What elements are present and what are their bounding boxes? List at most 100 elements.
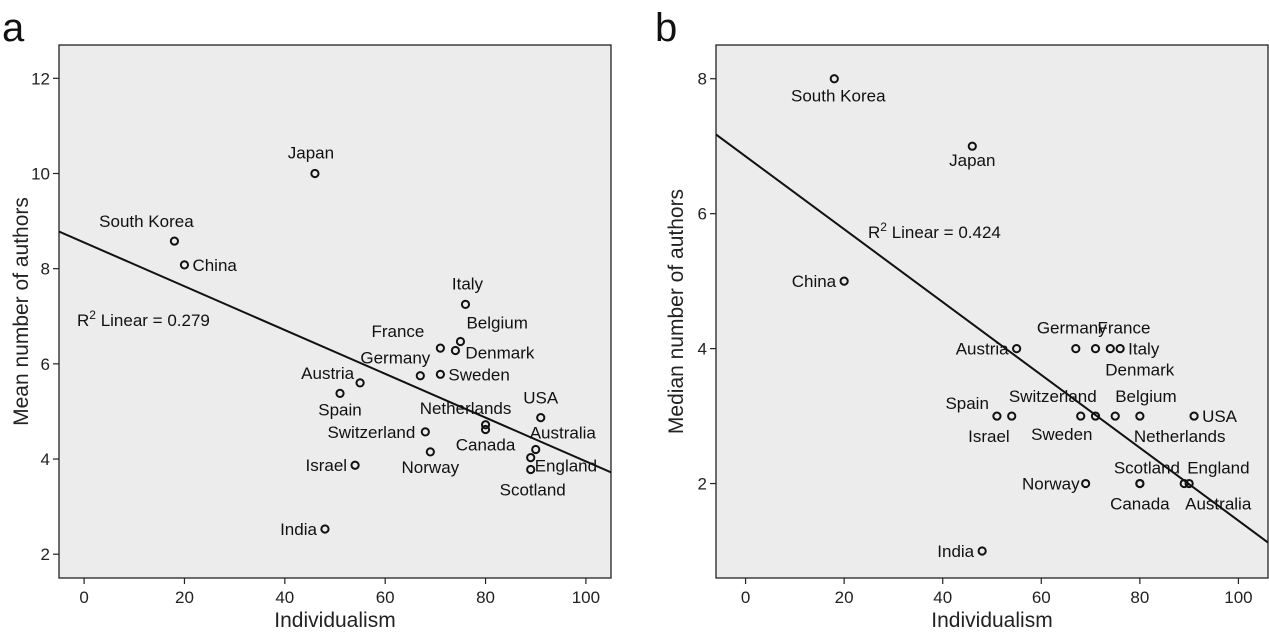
point-label-israel: Israel <box>968 427 1010 446</box>
x-tick-label: 0 <box>79 588 88 607</box>
r2-annotation: R2 Linear = 0.424 <box>868 220 1001 242</box>
point-label-norway: Norway <box>1022 475 1080 494</box>
point-label-germany: Germany <box>360 349 430 368</box>
data-point-germany <box>415 371 425 381</box>
data-point-switzerland <box>420 427 430 437</box>
y-tick-label: 8 <box>698 70 707 89</box>
data-point-south-korea <box>829 74 839 84</box>
y-axis-label: Median number of authors <box>665 189 688 434</box>
data-point-scotland <box>526 464 536 475</box>
y-tick-label: 2 <box>698 475 707 494</box>
point-label-australia: Australia <box>530 424 597 443</box>
y-tick-label: 12 <box>31 69 50 88</box>
data-point-india <box>320 524 330 534</box>
point-label-india: India <box>937 542 974 561</box>
point-label-france: France <box>1098 319 1151 338</box>
regression-line <box>716 133 1268 544</box>
data-point-norway <box>1081 478 1091 489</box>
panel-a-letter: a <box>2 6 25 50</box>
point-label-france: France <box>371 322 424 341</box>
point-label-norway: Norway <box>402 458 460 477</box>
point-label-denmark: Denmark <box>1105 361 1174 380</box>
point-label-scotland: Scotland <box>500 480 566 499</box>
point-label-italy: Italy <box>452 274 484 293</box>
data-point-france <box>1090 344 1101 354</box>
point-label-india: India <box>280 520 317 539</box>
data-point-england <box>1179 478 1189 489</box>
data-point-austria <box>1012 344 1022 354</box>
data-point-australia <box>1184 478 1194 489</box>
point-label-usa: USA <box>1202 407 1238 426</box>
data-point-usa <box>536 413 546 423</box>
x-tick-label: 0 <box>741 588 750 607</box>
data-point-canada <box>1135 478 1145 489</box>
data-point-israel <box>350 460 360 470</box>
chart-panel-a: 0 20 40 60 80 100 2 4 6 8 10 12 Individualism Mean nu… <box>10 44 612 632</box>
y-axis-label: Mean number of authors <box>10 197 33 426</box>
regression-line <box>59 230 611 474</box>
y-tick-label: 2 <box>41 545 50 564</box>
data-point-belgium <box>455 336 466 347</box>
point-label-belgium: Belgium <box>1115 387 1176 406</box>
data-point-denmark <box>450 345 461 356</box>
x-axis-label: Individualism <box>274 609 395 632</box>
plot-area <box>715 44 1269 579</box>
data-point-england <box>526 452 536 463</box>
plot-area <box>58 44 612 579</box>
data-point-spain <box>335 388 345 398</box>
point-label-china: China <box>192 256 237 275</box>
y-tick-label: 6 <box>698 205 707 224</box>
data-point-china <box>179 260 190 270</box>
x-tick-label: 100 <box>572 588 600 607</box>
point-label-canada: Canada <box>456 436 516 455</box>
data-point-netherlands <box>1135 411 1145 421</box>
point-label-canada: Canada <box>1110 495 1170 514</box>
data-point-denmark <box>1105 344 1115 354</box>
point-label-switzerland: Switzerland <box>327 423 415 442</box>
y-tick-label: 6 <box>41 355 50 374</box>
x-tick-label: 60 <box>376 588 395 607</box>
point-label-south-korea: South Korea <box>791 87 886 106</box>
point-label-australia: Australia <box>1185 495 1252 514</box>
x-tick-label: 40 <box>933 588 952 607</box>
point-label-spain: Spain <box>945 394 988 413</box>
point-label-sweden: Sweden <box>448 365 509 384</box>
x-tick-label: 80 <box>1130 588 1149 607</box>
data-point-austria <box>355 378 365 388</box>
x-tick-label: 20 <box>175 588 194 607</box>
data-point-canada <box>480 424 491 435</box>
chart-panel-b: 0 20 40 60 80 100 2 4 6 8 Individualism Median numb… <box>665 44 1269 632</box>
point-label-spain: Spain <box>318 400 361 419</box>
y-tick-label: 4 <box>41 450 50 469</box>
data-point-germany <box>1071 344 1081 354</box>
data-point-israel <box>1007 411 1017 421</box>
data-point-italy <box>460 299 471 309</box>
data-point-norway <box>425 447 435 457</box>
point-label-austria: Austria <box>301 364 354 383</box>
point-label-japan: Japan <box>949 151 995 170</box>
point-label-sweden: Sweden <box>1031 425 1092 444</box>
point-label-austria: Austria <box>956 340 1009 359</box>
point-label-england: England <box>1187 459 1249 478</box>
r2-annotation: R2 Linear = 0.279 <box>77 308 210 330</box>
data-point-japan <box>310 168 320 179</box>
data-point-italy <box>1115 344 1125 354</box>
data-point-sweden <box>1090 411 1101 421</box>
point-label-usa: USA <box>523 389 559 408</box>
point-label-switzerland: Switzerland <box>1009 387 1097 406</box>
point-label-israel: Israel <box>305 456 347 475</box>
point-label-germany: Germany <box>1037 319 1107 338</box>
data-point-netherlands <box>480 420 491 430</box>
data-point-spain <box>992 411 1002 421</box>
point-label-japan: Japan <box>288 143 334 162</box>
data-point-japan <box>967 141 977 151</box>
data-point-france <box>435 343 445 353</box>
point-label-italy: Italy <box>1128 340 1160 359</box>
x-tick-label: 100 <box>1224 588 1252 607</box>
data-point-india <box>977 546 987 556</box>
data-point-australia <box>531 444 541 455</box>
y-tick-label: 8 <box>41 260 50 279</box>
y-tick-label: 4 <box>698 340 707 359</box>
point-label-denmark: Denmark <box>465 344 534 363</box>
